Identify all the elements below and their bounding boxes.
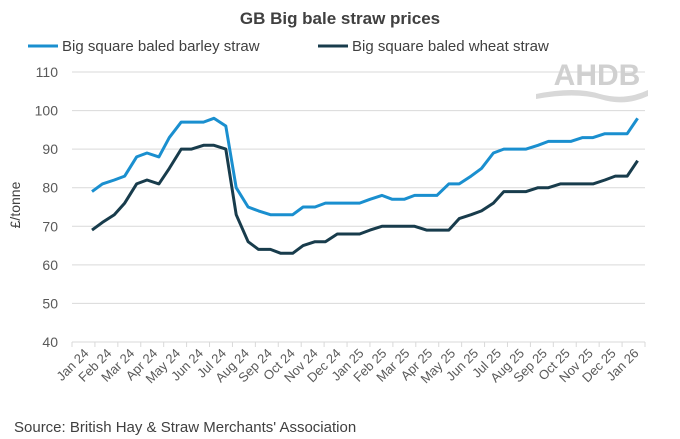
logo-text: AHDB: [554, 59, 641, 92]
ahdb-logo: AHDB: [536, 59, 648, 103]
legend-label: Big square baled barley straw: [62, 38, 260, 55]
series-line-wheat: [91, 143, 639, 255]
source-note: Source: British Hay & Straw Merchants' A…: [14, 419, 356, 436]
logo-swoosh: [536, 90, 648, 103]
y-axis: 40 50 60 70 80 90 100 110: [35, 64, 59, 350]
y-axis-label: £/tonne: [7, 181, 23, 228]
legend-label: Big square baled wheat straw: [352, 38, 549, 55]
y-tick-label: 60: [42, 257, 58, 273]
y-tick-label: 70: [42, 218, 58, 234]
y-tick-label: 90: [42, 141, 58, 157]
y-tick-label: 80: [42, 180, 58, 196]
series-lines: [91, 116, 639, 255]
y-tick-label: 100: [35, 103, 59, 119]
series-line-barley: [91, 116, 639, 217]
y-tick-label: 50: [42, 295, 58, 311]
legend: Big square baled barley straw Big square …: [28, 38, 549, 55]
y-tick-label: 40: [42, 334, 58, 350]
chart-title: GB Big bale straw prices: [240, 9, 440, 28]
gridlines: [72, 71, 645, 304]
y-tick-label: 110: [36, 64, 59, 80]
